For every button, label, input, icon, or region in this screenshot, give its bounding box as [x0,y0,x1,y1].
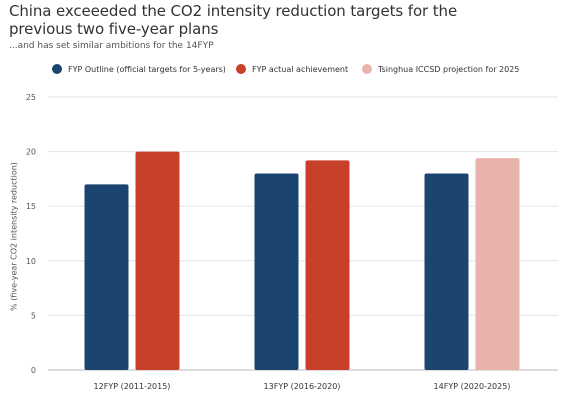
bars [84,151,520,370]
bar-1-series-2[interactable] [135,151,180,370]
bar-3-series-1[interactable] [424,173,469,370]
chart-subtitle: ...and has set similar ambitions for the… [9,41,214,51]
y-tick-label: 15 [26,202,36,211]
legend-swatch-tsinghua-projection [362,64,372,74]
y-tick-label: 20 [26,148,36,157]
legend-swatch-fyp-outline [52,64,62,74]
legend: FYP Outline (official targets for 5-year… [0,62,574,76]
y-tick-label: 5 [31,311,36,320]
x-tick-labels: 12FYP (2011-2015) 13FYP (2016-2020) 14FYP … [94,382,511,391]
legend-item-tsinghua-projection[interactable]: Tsinghua ICCSD projection for 2025 [362,62,519,76]
grid-lines [48,96,558,371]
legend-swatch-fyp-actual [236,64,246,74]
legend-label-fyp-actual: FYP actual achievement [252,64,349,74]
x-tick-label: 13FYP (2016-2020) [264,382,341,391]
y-tick-label: 0 [31,366,36,375]
bar-1-series-1[interactable] [84,184,129,370]
y-tick-labels: 0 5 10 15 20 25 [26,93,36,375]
x-tick-label: 12FYP (2011-2015) [94,382,171,391]
legend-item-fyp-outline[interactable]: FYP Outline (official targets for 5-year… [52,62,226,76]
y-tick-label: 10 [26,257,36,266]
legend-item-fyp-actual[interactable]: FYP actual achievement [236,62,348,76]
bar-2-series-1[interactable] [254,173,299,370]
chart-title: China exceeeded the CO2 intensity reduct… [9,2,458,38]
legend-label-fyp-outline: FYP Outline (official targets for 5-year… [68,64,226,74]
bar-2-series-2[interactable] [305,160,350,370]
legend-label-tsinghua-projection: Tsinghua ICCSD projection for 2025 [378,64,520,74]
y-tick-label: 25 [26,93,36,102]
bar-3-series-3[interactable] [475,158,520,370]
x-tick-label: 14FYP (2020-2025) [434,382,511,391]
